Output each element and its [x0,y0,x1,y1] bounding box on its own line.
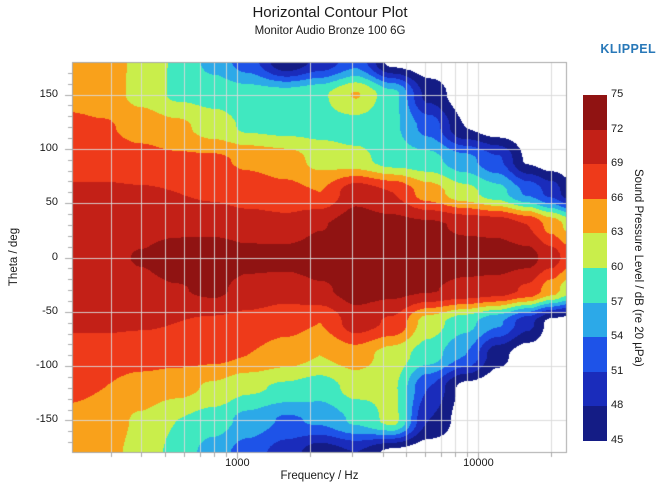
colorbar-segment [583,267,607,303]
colorbar-segment [583,129,607,165]
y-tick-label: 150 [39,87,58,100]
y-tick-label: 0 [51,250,58,263]
y-axis-label: Theta / deg [8,227,20,287]
colorbar-tick-label: 57 [611,295,624,308]
x-tick-label: 10000 [463,457,494,469]
y-tick-label: -50 [42,304,58,317]
colorbar-tick-label: 45 [611,434,624,446]
y-tick-label: -150 [35,413,58,426]
colorbar-segment [583,198,607,234]
colorbar-tick-label: 60 [611,261,624,273]
colorbar-tick-label: 66 [611,191,624,204]
y-tick-label: 50 [45,196,58,209]
colorbar-segment [583,406,607,441]
colorbar-tick-label: 69 [611,157,624,170]
y-tick-label: 100 [39,141,58,154]
colorbar-segment [583,371,607,407]
colorbar-tick-label: 75 [611,88,624,100]
colorbar-tick-label: 54 [611,330,624,343]
colorbar-axis-label: Sound Pressure Level / dB (re 20 µPa) [632,169,644,367]
y-tick-label: -100 [35,359,58,372]
colorbar-tick-label: 48 [611,399,624,412]
colorbar-segment [583,302,607,338]
colorbar-tick-label: 72 [611,122,624,135]
colorbar-segment [583,164,607,199]
colorbar-tick-label: 63 [611,226,624,239]
colorbar-tick-label: 51 [611,364,624,377]
x-axis-label: Frequency / Hz [280,470,359,482]
colorbar-segment [583,337,607,372]
colorbar [583,95,607,441]
colorbar-segment [583,95,607,130]
colorbar-segment [583,233,607,268]
x-tick-label: 1000 [225,457,250,469]
